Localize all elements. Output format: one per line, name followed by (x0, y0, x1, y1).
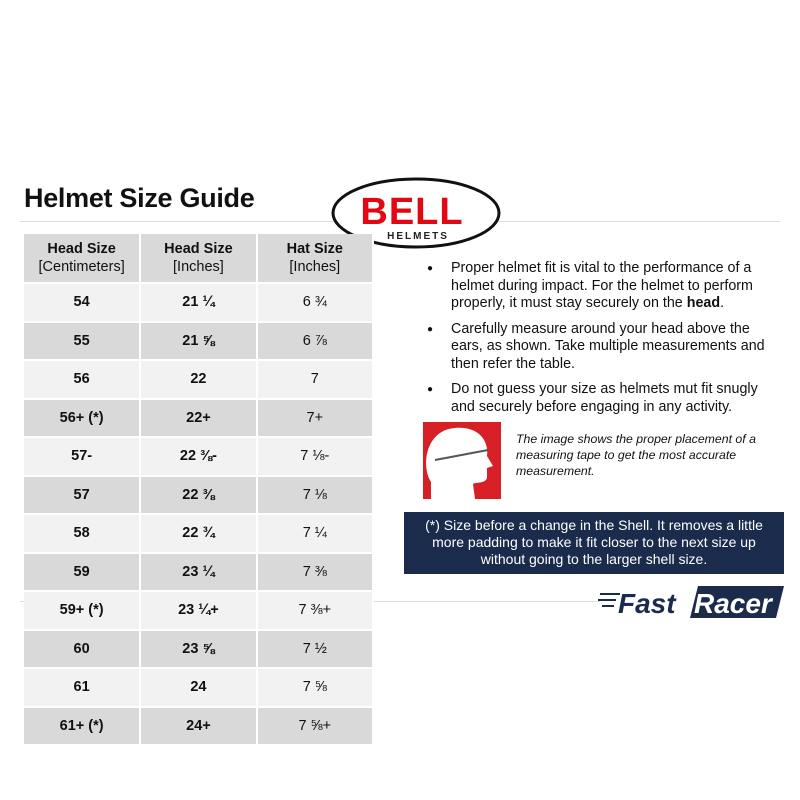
table-cell: 22 ⅜- (140, 437, 258, 477)
column-header: Hat Size [Inches] (256, 234, 375, 284)
table-row: 61 24 7 ⅝ (24, 668, 375, 708)
table-cell: 6 ¾ (256, 283, 375, 323)
table-cell: 7 (256, 360, 375, 400)
table-cell: 7 ⅛ (256, 475, 375, 515)
table-cell: 54 (24, 283, 142, 323)
fastracer-logo: Fast Racer (598, 586, 784, 619)
table-cell: 24+ (140, 706, 258, 746)
header-unit: [Inches] (289, 259, 341, 275)
fit-instructions: Proper helmet fit is vital to the perfor… (427, 260, 772, 424)
table-row: 56+ (*) 22+ 7+ (24, 398, 375, 438)
table-cell: 7 ½ (256, 629, 375, 669)
table-cell: 23 ⅝ (140, 629, 258, 669)
table-cell: 60 (24, 629, 142, 669)
bullet-end: . (720, 295, 725, 311)
table-cell: 21 ⅝ (140, 321, 258, 361)
bullet-text: Proper helmet fit is vital to the perfor… (451, 260, 753, 311)
header-unit: [Inches] (173, 259, 224, 275)
page-title: Helmet Size Guide (24, 183, 255, 213)
table-cell: 7 ⅝+ (256, 706, 375, 746)
bullet-item: Do not guess your size as helmets mut fi… (427, 381, 772, 416)
table-cell: 7 ⅛- (256, 437, 375, 477)
table-row: 61+ (*) 24+ 7 ⅝+ (24, 706, 375, 746)
shell-size-note: (*) Size before a change in the Shell. I… (404, 512, 784, 574)
table-cell: 58 (24, 514, 142, 554)
table-cell: 24 (140, 668, 258, 708)
table-cell: 7 ⅜ (256, 552, 375, 592)
logo-racer: Racer (694, 588, 774, 619)
column-header: Head Size [Inches] (140, 234, 258, 284)
bell-helmets-logo: BELL HELMETS (331, 177, 501, 249)
logo-sub: HELMETS (387, 231, 449, 242)
table-cell: 56+ (*) (24, 398, 142, 438)
image-caption: The image shows the proper placement of … (516, 432, 756, 478)
table-row: 59+ (*) 23 ¼+ 7 ⅜+ (24, 591, 375, 631)
table-cell: 59 (24, 552, 142, 592)
table-cell: 22+ (140, 398, 258, 438)
table-cell: 6 ⅞ (256, 321, 375, 361)
table-cell: 23 ¼+ (140, 591, 258, 631)
logo-brand: BELL (360, 191, 463, 233)
bullet-bold: head (686, 295, 721, 311)
head-measurement-image (423, 422, 501, 499)
table-row: 57- 22 ⅜- 7 ⅛- (24, 437, 375, 477)
table-row: 56 22 7 (24, 360, 375, 400)
table-cell: 22 ¾ (140, 514, 258, 554)
table-cell: 55 (24, 321, 142, 361)
table-cell: 22 ⅜ (140, 475, 258, 515)
header-unit: [Centimeters] (38, 259, 125, 275)
table-cell: 7+ (256, 398, 375, 438)
table-cell: 57- (24, 437, 142, 477)
table-cell: 7 ¼ (256, 514, 375, 554)
logo-fast: Fast (618, 588, 677, 619)
table-cell: 7 ⅜+ (256, 591, 375, 631)
table-cell: 59+ (*) (24, 591, 142, 631)
bullet-item: Proper helmet fit is vital to the perfor… (427, 260, 772, 313)
table-cell: 7 ⅝ (256, 668, 375, 708)
header-title: Head Size (164, 241, 233, 257)
table-cell: 61 (24, 668, 142, 708)
table-cell: 61+ (*) (24, 706, 142, 746)
header-title: Head Size (47, 241, 116, 257)
bullet-text: Carefully measure around your head above… (451, 320, 765, 372)
header-title: Hat Size (286, 241, 344, 257)
table-cell: 23 ¼ (140, 552, 258, 592)
size-table: Head Size [Centimeters] Head Size [Inches] H… (24, 234, 375, 746)
bullet-text: Do not guess your size as helmets mut fi… (451, 381, 758, 415)
table-cell: 56 (24, 360, 142, 400)
table-cell: 57 (24, 475, 142, 515)
table-cell: 21 ¼ (140, 283, 258, 323)
bullet-item: Carefully measure around your head above… (427, 321, 772, 374)
column-header: Head Size [Centimeters] (24, 234, 142, 284)
table-cell: 22 (140, 360, 258, 400)
